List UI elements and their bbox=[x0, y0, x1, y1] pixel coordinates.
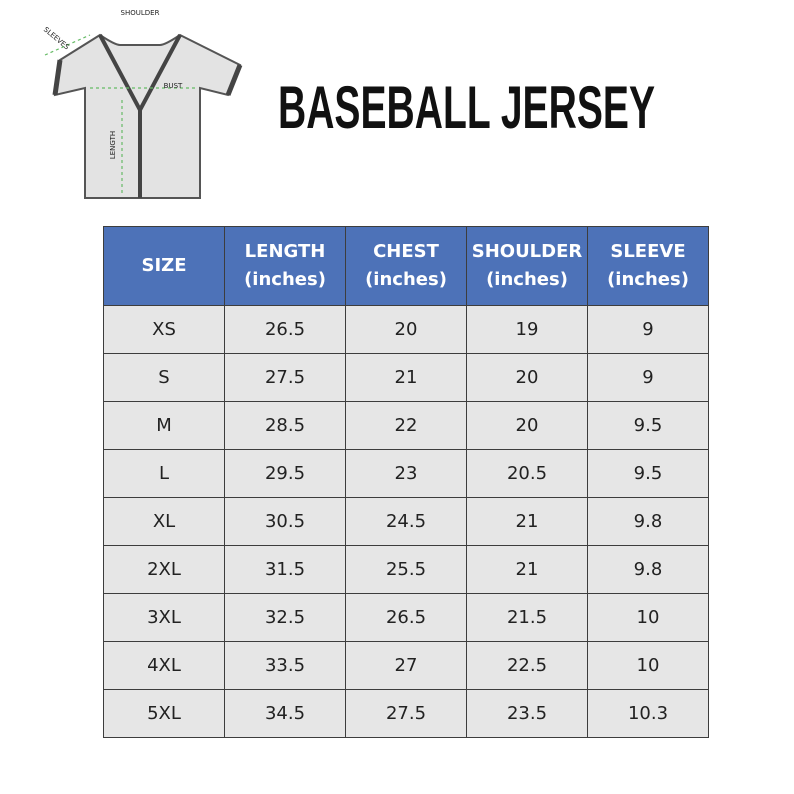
column-name: SLEEVE bbox=[610, 241, 686, 262]
table-row: XS 26.5 20 19 9 bbox=[103, 305, 709, 354]
table-cell: 21 bbox=[345, 353, 467, 402]
table-cell: 27.5 bbox=[224, 353, 346, 402]
table-cell: 10 bbox=[587, 593, 709, 642]
column-unit: (inches) bbox=[607, 269, 689, 290]
table-row: 2XL 31.5 25.5 21 9.8 bbox=[103, 545, 709, 594]
table-cell: 20 bbox=[345, 305, 467, 354]
table-cell: 23.5 bbox=[466, 689, 588, 738]
table-cell: 10 bbox=[587, 641, 709, 690]
table-row: L 29.5 23 20.5 9.5 bbox=[103, 449, 709, 498]
table-cell: 19 bbox=[466, 305, 588, 354]
jersey-diagram bbox=[44, 33, 243, 199]
table-cell: 3XL bbox=[103, 593, 225, 642]
table-cell: 33.5 bbox=[224, 641, 346, 690]
sleeve-line bbox=[44, 34, 91, 56]
table-cell: XL bbox=[103, 497, 225, 546]
table-cell: 20.5 bbox=[466, 449, 588, 498]
table-cell: 9 bbox=[587, 353, 709, 402]
jersey-body bbox=[53, 33, 242, 199]
table-cell: 26.5 bbox=[224, 305, 346, 354]
table-cell: 22.5 bbox=[466, 641, 588, 690]
column-header: LENGTH (inches) bbox=[224, 226, 346, 306]
table-cell: 22 bbox=[345, 401, 467, 450]
table-cell: 2XL bbox=[103, 545, 225, 594]
table-cell: 27 bbox=[345, 641, 467, 690]
column-unit: (inches) bbox=[244, 269, 326, 290]
table-cell: 20 bbox=[466, 401, 588, 450]
table-cell: 28.5 bbox=[224, 401, 346, 450]
table-cell: 25.5 bbox=[345, 545, 467, 594]
table-cell: 4XL bbox=[103, 641, 225, 690]
table-row: 3XL 32.5 26.5 21.5 10 bbox=[103, 593, 709, 642]
table-row: S 27.5 21 20 9 bbox=[103, 353, 709, 402]
table-cell: 34.5 bbox=[224, 689, 346, 738]
table-cell: L bbox=[103, 449, 225, 498]
table-cell: 10.3 bbox=[587, 689, 709, 738]
column-header: CHEST (inches) bbox=[345, 226, 467, 306]
table-cell: 31.5 bbox=[224, 545, 346, 594]
table-cell: 9.8 bbox=[587, 497, 709, 546]
table-cell: 9.8 bbox=[587, 545, 709, 594]
table-cell: 21 bbox=[466, 545, 588, 594]
column-name: CHEST bbox=[373, 241, 439, 262]
header-row: SIZE LENGTH (inches) CHEST (inches) SHOULDER (… bbox=[103, 226, 709, 306]
column-name: LENGTH bbox=[244, 241, 326, 262]
table-cell: S bbox=[103, 353, 225, 402]
table-cell: 29.5 bbox=[224, 449, 346, 498]
table-cell: 27.5 bbox=[345, 689, 467, 738]
table-cell: 21.5 bbox=[466, 593, 588, 642]
column-unit: (inches) bbox=[486, 269, 568, 290]
table-cell: M bbox=[103, 401, 225, 450]
table-cell: XS bbox=[103, 305, 225, 354]
table-cell: 23 bbox=[345, 449, 467, 498]
table-cell: 30.5 bbox=[224, 497, 346, 546]
shoulder-label: SHOULDER bbox=[121, 9, 160, 17]
column-header: SLEEVE (inches) bbox=[587, 226, 709, 306]
column-header: SIZE bbox=[103, 226, 225, 306]
column-header: SHOULDER (inches) bbox=[466, 226, 588, 306]
table-row: 5XL 34.5 27.5 23.5 10.3 bbox=[103, 689, 709, 738]
header-area: SHOULDER SLEEVES BUST LENGTH BASEBALL JE… bbox=[42, 9, 655, 199]
table-cell: 21 bbox=[466, 497, 588, 546]
table-row: 4XL 33.5 27 22.5 10 bbox=[103, 641, 709, 690]
bust-label: BUST bbox=[164, 82, 183, 90]
column-unit: (inches) bbox=[365, 269, 447, 290]
sleeves-label: SLEEVES bbox=[42, 25, 71, 51]
length-label: LENGTH bbox=[109, 131, 117, 159]
column-name: SHOULDER bbox=[471, 241, 583, 262]
table-row: XL 30.5 24.5 21 9.8 bbox=[103, 497, 709, 546]
jersey-cuff bbox=[52, 59, 243, 96]
table-cell: 32.5 bbox=[224, 593, 346, 642]
table-cell: 9 bbox=[587, 305, 709, 354]
column-name: SIZE bbox=[141, 255, 187, 276]
table-row: M 28.5 22 20 9.5 bbox=[103, 401, 709, 450]
size-table: SIZE LENGTH (inches) CHEST (inches) SHOULDER (… bbox=[103, 226, 709, 738]
table-cell: 20 bbox=[466, 353, 588, 402]
table-cell: 5XL bbox=[103, 689, 225, 738]
table-cell: 9.5 bbox=[587, 449, 709, 498]
page-title: BASEBALL JERSEY bbox=[278, 74, 655, 141]
table-cell: 26.5 bbox=[345, 593, 467, 642]
table-cell: 9.5 bbox=[587, 401, 709, 450]
table-cell: 24.5 bbox=[345, 497, 467, 546]
